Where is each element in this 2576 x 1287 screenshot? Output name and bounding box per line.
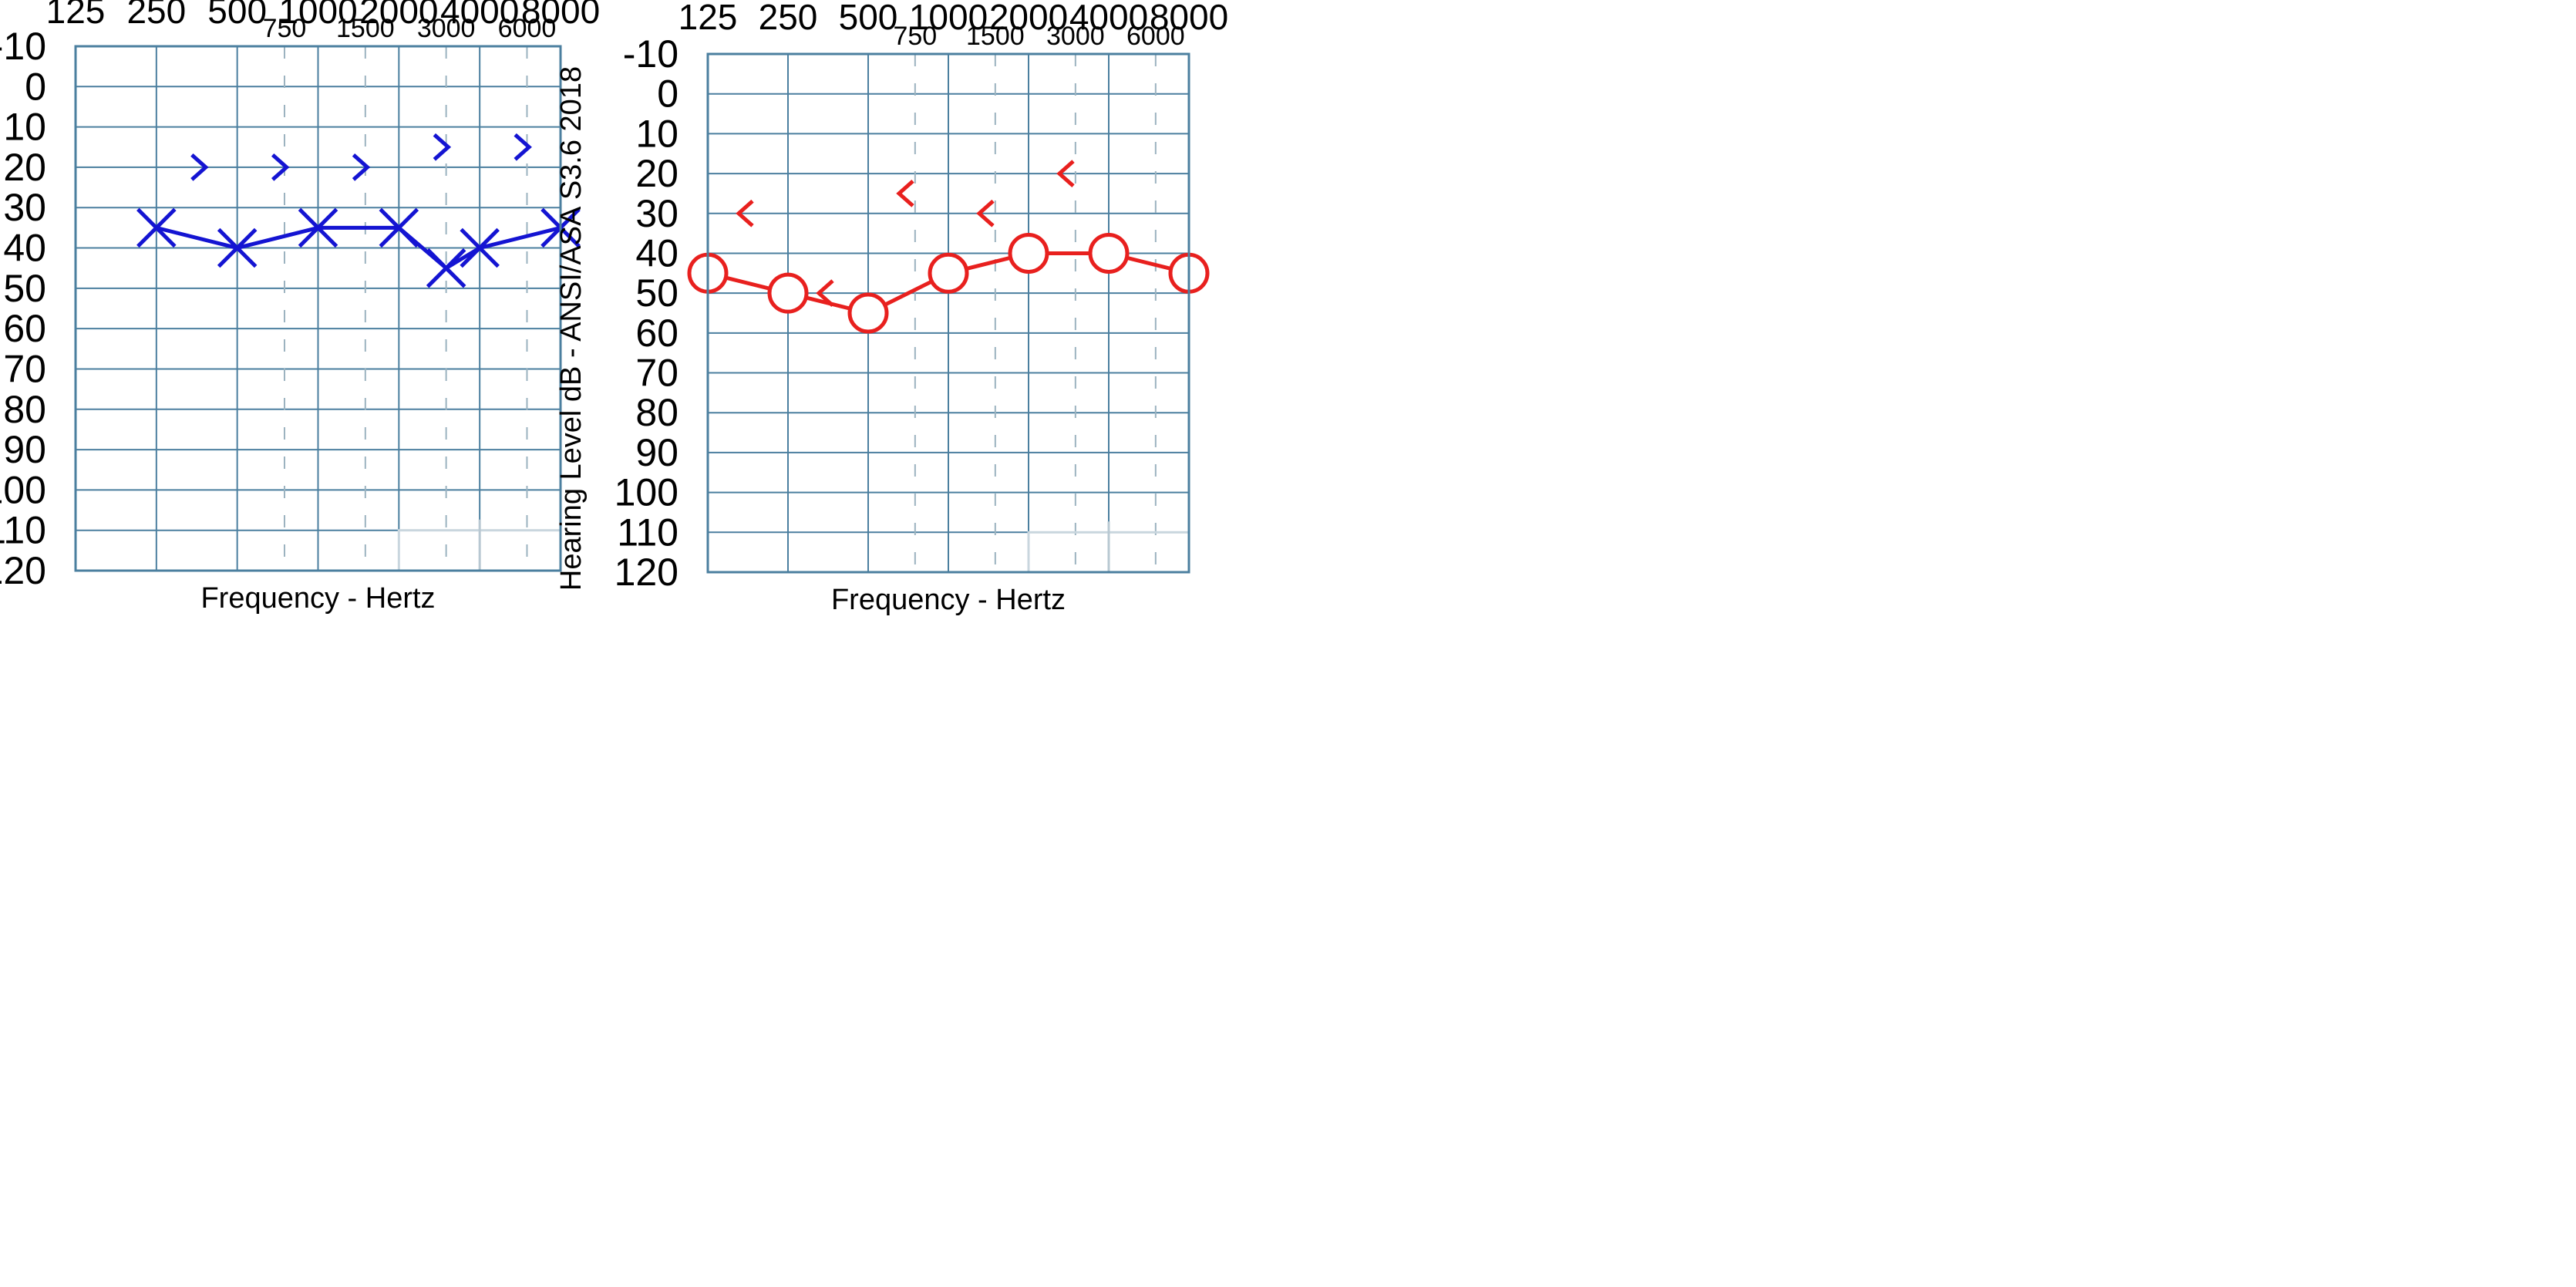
y-tick-label: 90	[3, 428, 46, 471]
y-tick-label: 30	[3, 186, 46, 229]
x-minor-tick-label: 750	[893, 22, 937, 51]
data-point-gt-marker	[433, 133, 452, 161]
x-minor-tick-label: 750	[263, 14, 307, 43]
x-minor-tick-label: 3000	[417, 14, 476, 43]
data-point-lt-marker	[1056, 160, 1075, 187]
data-point-gt-marker	[514, 133, 532, 161]
y-tick-label: 20	[3, 146, 46, 189]
data-point-o-marker	[928, 252, 969, 294]
data-point-lt-marker	[736, 199, 754, 227]
x-tick-label: 1000	[278, 0, 357, 31]
x-tick-label: 2000	[359, 0, 438, 31]
y-axis-label: Hearing Level dB - ANSI/ASA S3.6 2018	[555, 66, 588, 591]
y-tick-label: 70	[635, 352, 679, 395]
x-tick-label: 4000	[1069, 0, 1148, 37]
y-tick-label: 120	[615, 551, 679, 594]
data-point-x-marker	[426, 248, 466, 288]
x-minor-tick-label: 3000	[1046, 22, 1105, 51]
data-point-x-marker	[136, 207, 177, 248]
data-point-x-marker	[298, 207, 338, 248]
x-tick-label: 500	[839, 0, 898, 37]
y-tick-label: 60	[3, 307, 46, 350]
data-point-x-marker	[217, 227, 258, 268]
x-tick-label: 125	[46, 0, 106, 31]
y-tick-label: 10	[3, 106, 46, 149]
x-tick-label: 8000	[1150, 0, 1228, 37]
x-axis-label: Frequency - Hertz	[831, 584, 1066, 616]
y-tick-label: 110	[617, 510, 679, 554]
y-tick-label: 60	[635, 312, 679, 355]
y-tick-label: 120	[0, 549, 46, 592]
data-point-x-marker	[460, 227, 500, 268]
data-point-gt-marker	[352, 153, 371, 181]
y-tick-label: 10	[635, 112, 679, 155]
y-tick-label: 70	[3, 347, 46, 390]
x-tick-label: 250	[759, 0, 818, 37]
x-minor-tick-label: 6000	[1126, 22, 1185, 51]
y-tick-label: 40	[3, 227, 46, 270]
y-tick-label: 0	[657, 72, 679, 116]
x-tick-label: 4000	[440, 0, 519, 31]
data-point-lt-marker	[976, 199, 995, 227]
y-tick-label: 100	[615, 471, 679, 514]
plot-border	[74, 45, 562, 572]
x-tick-label: 250	[126, 0, 186, 31]
y-tick-label: 50	[3, 267, 46, 310]
data-point-lt-marker	[816, 279, 834, 308]
x-tick-label: 125	[679, 0, 738, 37]
data-point-gt-marker	[190, 153, 209, 181]
x-minor-tick-label: 1500	[336, 14, 395, 43]
x-tick-label: 2000	[989, 0, 1068, 37]
y-tick-label: 90	[635, 431, 679, 474]
y-tick-label: 0	[25, 65, 46, 108]
y-tick-label: 80	[3, 388, 46, 431]
y-tick-label: 40	[635, 231, 679, 275]
data-point-o-marker	[767, 272, 809, 314]
data-point-lt-marker	[896, 180, 914, 207]
x-minor-tick-label: 6000	[498, 14, 557, 43]
plot-border	[706, 52, 1190, 574]
data-point-o-marker	[1008, 232, 1049, 274]
y-tick-label: 80	[635, 391, 679, 434]
y-tick-label: -10	[623, 32, 679, 76]
x-tick-label: 8000	[521, 0, 600, 31]
y-tick-label: 30	[635, 192, 679, 235]
x-tick-label: 1000	[909, 0, 988, 37]
data-point-o-marker	[1088, 232, 1130, 274]
y-tick-label: 100	[0, 468, 46, 511]
y-tick-label: -10	[0, 25, 46, 68]
x-minor-tick-label: 1500	[966, 22, 1025, 51]
x-tick-label: 500	[207, 0, 267, 31]
data-point-gt-marker	[271, 153, 290, 181]
y-tick-label: 110	[0, 509, 46, 552]
y-tick-label: 20	[635, 152, 679, 195]
y-tick-label: 50	[635, 271, 679, 315]
data-point-o-marker	[847, 292, 889, 334]
data-point-x-marker	[379, 207, 419, 248]
x-axis-label: Frequency - Hertz	[200, 582, 435, 615]
